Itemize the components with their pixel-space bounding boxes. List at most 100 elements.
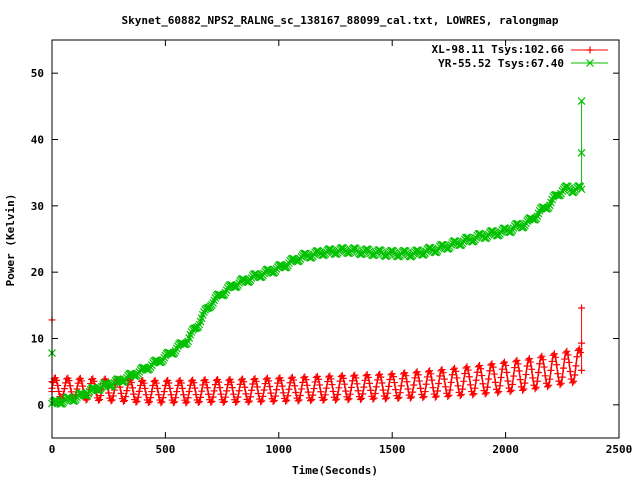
data-point (476, 361, 484, 369)
data-point (547, 366, 555, 374)
data-point (551, 353, 559, 361)
data-point (392, 386, 400, 394)
data-point (295, 396, 303, 404)
data-point (53, 376, 61, 384)
data-point (495, 388, 503, 396)
data-point (134, 393, 142, 401)
data-point (157, 399, 165, 407)
data-point (550, 350, 558, 358)
data-point (258, 397, 266, 405)
data-point (304, 388, 312, 396)
data-point (144, 399, 152, 407)
data-point (488, 360, 496, 368)
data-point (529, 374, 537, 382)
data-point (210, 387, 218, 395)
spike-point (577, 148, 586, 157)
data-point (121, 397, 129, 405)
data-point (159, 355, 168, 364)
data-point (541, 372, 549, 380)
data-point (521, 379, 529, 387)
data-point (384, 389, 392, 397)
data-point (417, 384, 425, 392)
data-point (464, 366, 472, 374)
data-point (105, 389, 113, 397)
data-point (129, 384, 137, 392)
data-point (463, 363, 471, 371)
x-axis-label: Time(Seconds) (292, 464, 378, 477)
data-point (190, 379, 198, 387)
data-point (389, 373, 397, 381)
data-point (220, 397, 228, 405)
data-point (385, 382, 393, 390)
data-point (332, 396, 339, 404)
data-point (414, 371, 422, 379)
data-point (202, 378, 210, 386)
data-point (423, 373, 431, 381)
data-point (453, 374, 461, 382)
data-point (334, 390, 342, 398)
legend-label-yr: YR-55.52 Tsys:67.40 (438, 57, 564, 70)
data-point (134, 370, 143, 378)
data-point (390, 379, 398, 387)
data-point (294, 397, 302, 405)
data-point (235, 387, 243, 395)
data-point (182, 399, 190, 407)
data-point (523, 362, 531, 370)
data-point (316, 381, 324, 389)
data-point (303, 381, 311, 389)
data-point (77, 377, 85, 385)
data-point (544, 203, 553, 212)
data-point (277, 376, 285, 384)
data-point (119, 397, 127, 405)
data-point (269, 398, 277, 406)
data-point (54, 381, 62, 389)
data-point (335, 384, 343, 392)
data-point (364, 374, 372, 382)
data-point (94, 396, 102, 404)
data-point (558, 373, 566, 381)
data-point (540, 363, 548, 371)
data-layer (48, 97, 586, 408)
data-point (113, 375, 122, 383)
data-point (192, 391, 200, 399)
data-point (448, 371, 456, 379)
data-point (166, 384, 174, 392)
data-point (165, 379, 173, 387)
data-point (66, 382, 74, 390)
data-point (459, 385, 467, 393)
data-point (403, 378, 411, 386)
x-tick-label: 2000 (492, 443, 519, 456)
data-point (227, 378, 235, 386)
data-point (410, 381, 418, 389)
data-point (460, 377, 468, 385)
data-point (246, 276, 255, 284)
data-point (121, 375, 130, 384)
series-1 (48, 97, 586, 408)
data-point (296, 391, 304, 399)
data-point (347, 383, 355, 391)
data-point (263, 265, 272, 274)
data-point (576, 349, 584, 356)
data-point (398, 375, 406, 383)
data-point (302, 376, 310, 384)
data-point (107, 397, 115, 405)
spike-point (578, 366, 586, 374)
data-point (439, 369, 447, 377)
data-point (466, 381, 474, 389)
data-point (553, 361, 561, 369)
data-point (451, 364, 459, 372)
data-point (411, 374, 419, 382)
data-point (445, 391, 453, 399)
data-point (96, 396, 104, 404)
legend-marker-xl (586, 46, 594, 54)
data-point (379, 386, 387, 394)
data-point (440, 375, 448, 383)
x-tick-label: 500 (155, 443, 175, 456)
data-point (146, 398, 154, 406)
data-point (215, 378, 223, 386)
data-point (527, 358, 535, 366)
data-point (438, 366, 446, 374)
data-point (394, 395, 402, 403)
data-point (339, 374, 347, 382)
data-point (441, 383, 449, 391)
